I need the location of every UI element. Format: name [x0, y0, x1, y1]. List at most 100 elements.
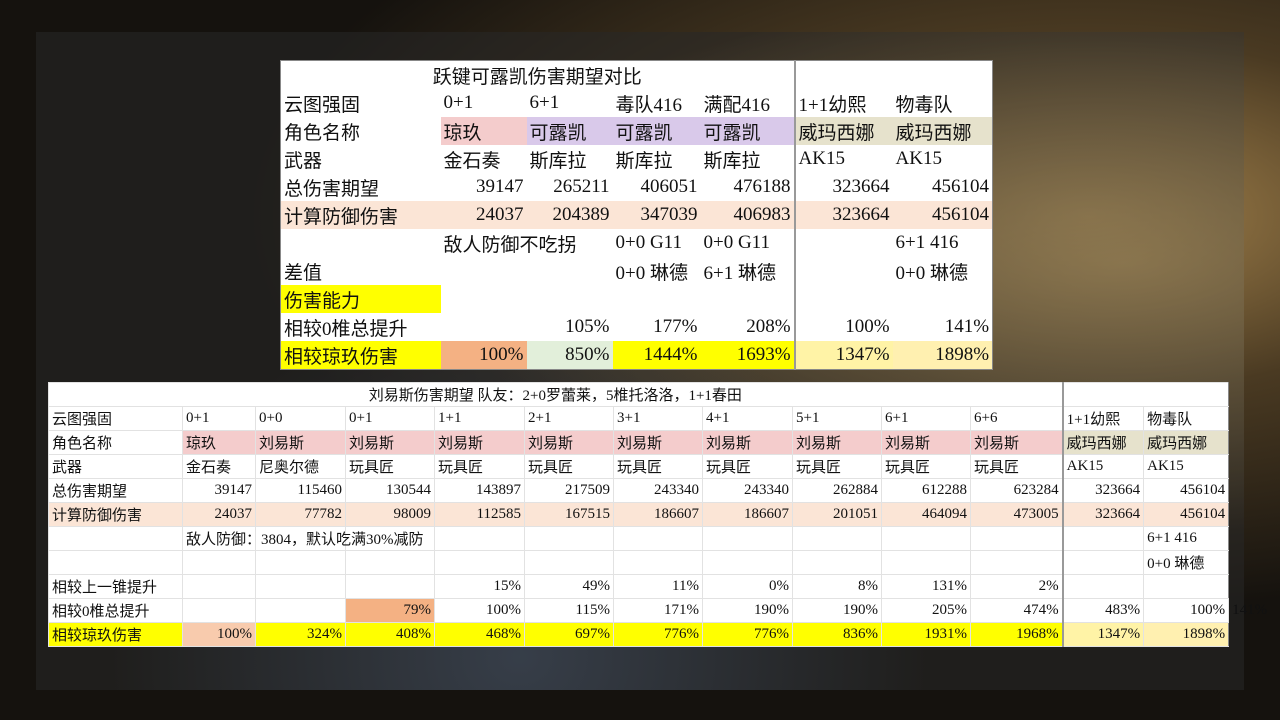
- cell: 186607: [702, 502, 793, 527]
- cell: 相较0椎总提升: [48, 598, 183, 623]
- cell: 云图强固: [48, 406, 183, 431]
- cell: [969, 550, 1064, 575]
- cell: 474%: [969, 598, 1064, 623]
- row: 相较0椎总提升 79% 100% 115% 171% 190% 190% 205% 474% 48…: [48, 598, 1267, 623]
- cell: [1143, 574, 1230, 599]
- row: 0+0 琳德: [48, 550, 1230, 575]
- cell: 6+6: [969, 406, 1064, 431]
- cell: 243340: [702, 478, 793, 503]
- cell: 1347%: [1061, 622, 1145, 647]
- cell: [792, 526, 882, 551]
- cell: 1931%: [881, 622, 971, 647]
- cell: [793, 229, 893, 257]
- cell: [793, 257, 893, 285]
- row: 角色名称 琼玖 刘易斯 刘易斯 刘易斯 刘易斯 刘易斯 刘易斯 刘易斯 刘易斯 刘易斯 威玛西娜 威玛西…: [48, 430, 1230, 455]
- cell: 1+1: [434, 406, 525, 431]
- cell: 836%: [792, 622, 882, 647]
- cell: 112585: [434, 502, 525, 527]
- cell: [524, 550, 614, 575]
- cell: [1061, 550, 1145, 575]
- cell: 总伤害期望: [48, 478, 183, 503]
- cell: 5+1: [792, 406, 882, 431]
- cell: [613, 285, 701, 313]
- cell: 323664: [793, 201, 893, 229]
- cell: 刘易斯: [613, 430, 703, 455]
- cell: [1061, 382, 1230, 407]
- cell: 456104: [932, 176, 990, 197]
- cell: 4+1: [702, 406, 793, 431]
- cell: [1061, 526, 1145, 551]
- cell: 850%: [526, 341, 613, 370]
- cell: [527, 257, 613, 285]
- cell: 武器: [284, 150, 323, 172]
- cell: [255, 550, 346, 575]
- title-row: 刘易斯伤害期望 队友：2+0罗蕾莱，5椎托洛洛，1+1春田: [47, 382, 1230, 407]
- cell: 406051: [640, 176, 698, 197]
- cell: 计算防御伤害: [48, 502, 183, 527]
- cell: 威玛西娜: [1143, 430, 1230, 455]
- cell: 可露凯: [526, 117, 613, 145]
- cell: 相较0椎总提升: [284, 318, 408, 340]
- cell: 776%: [702, 622, 793, 647]
- cell: 79%: [345, 598, 435, 623]
- table-title: 跃键可露凯伤害期望对比: [432, 66, 642, 88]
- cell: 204389: [526, 201, 613, 229]
- cell: 456104: [892, 201, 993, 229]
- cell: 玩具匠: [969, 454, 1064, 479]
- cell: 49%: [524, 574, 614, 599]
- cell: 斯库拉: [529, 150, 587, 172]
- cell: 324%: [255, 622, 346, 647]
- cell: 0%: [702, 574, 793, 599]
- cell: [1061, 574, 1145, 599]
- cell: 差值: [284, 262, 323, 284]
- title-row: 跃键可露凯伤害期望对比: [281, 60, 993, 89]
- cell: AK15: [793, 145, 893, 173]
- cell: 476188: [733, 176, 791, 197]
- cell: 456104: [1143, 502, 1230, 527]
- cell: 0+1: [345, 406, 435, 431]
- cell: 6+1: [529, 92, 560, 113]
- cell: 角色名称: [48, 430, 183, 455]
- cell: 100%: [440, 341, 527, 370]
- cell: 141%: [944, 316, 990, 337]
- cell: 0+0 G11: [615, 232, 682, 253]
- cell: [434, 550, 525, 575]
- cell: 39147: [476, 176, 524, 197]
- cell: 1968%: [969, 622, 1064, 647]
- cell: 可露凯: [612, 117, 701, 145]
- cell: 刘易斯: [881, 430, 971, 455]
- cell: 玩具匠: [702, 454, 793, 479]
- cell: 115%: [524, 598, 614, 623]
- cell: 相较琼玖伤害: [48, 622, 183, 647]
- cell: 0+0 琳德: [615, 262, 688, 284]
- cell: 敌人防御：3804，默认吃满30%减防: [182, 526, 424, 551]
- cell: 105%: [565, 316, 610, 337]
- cell: 6+1 琳德: [703, 262, 776, 284]
- row: 相较琼玖伤害 100% 324% 408% 468% 697% 776% 776% 836% 19…: [48, 622, 1230, 647]
- cell: 0+0: [255, 406, 346, 431]
- cell: [434, 526, 525, 551]
- cell: 100%: [1143, 598, 1230, 623]
- cell: [441, 313, 527, 341]
- cell: 190%: [702, 598, 793, 623]
- cell: 243340: [613, 478, 703, 503]
- row: 武器 金石奏 尼奥尔德 玩具匠 玩具匠 玩具匠 玩具匠 玩具匠 玩具匠 玩具匠 玩具匠 AK15 AK1…: [48, 454, 1230, 479]
- cell: 347039: [612, 201, 701, 229]
- cell: [969, 526, 1064, 551]
- cell: 201051: [792, 502, 882, 527]
- cell: [182, 598, 256, 623]
- cell: 100%: [182, 622, 256, 647]
- cell: 计算防御伤害: [280, 201, 441, 229]
- cell: 金石奏: [182, 454, 256, 479]
- cell: 406983: [700, 201, 795, 229]
- cell: 77782: [255, 502, 346, 527]
- cell: 玩具匠: [881, 454, 971, 479]
- cell: 468%: [434, 622, 525, 647]
- cell: [793, 60, 993, 89]
- cell: 323664: [1061, 502, 1145, 527]
- cell: 11%: [613, 574, 703, 599]
- cell: 1444%: [612, 341, 701, 370]
- row: 伤害能力: [280, 285, 993, 313]
- cell: 威玛西娜: [892, 117, 993, 145]
- cell: 131%: [881, 574, 971, 599]
